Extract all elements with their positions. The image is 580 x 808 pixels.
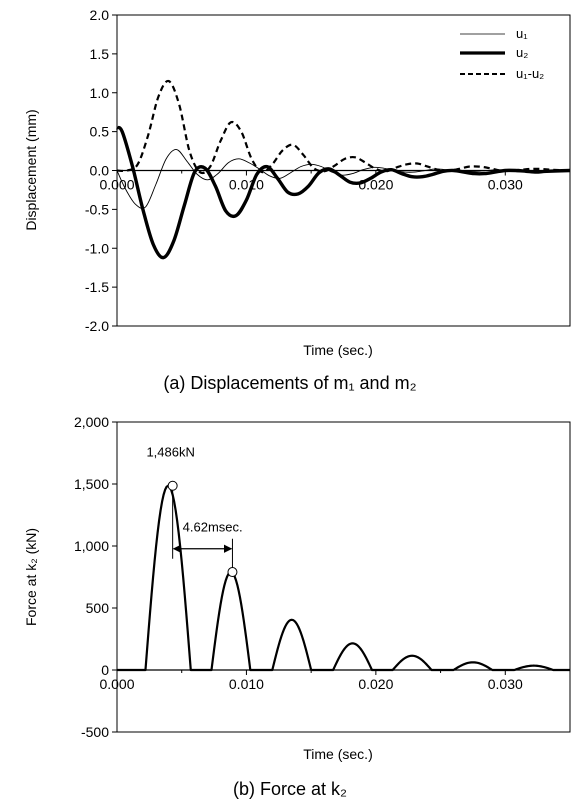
series-line-u1-minus-u2 — [116, 79, 571, 175]
x-tick-label: 0.020 — [358, 177, 393, 193]
y-axis-label-a: Displacement (mm) — [23, 109, 39, 230]
peak-marker-1 — [167, 480, 178, 491]
plot-area-b — [116, 421, 571, 733]
x-axis-label-b: Time (sec.) — [303, 746, 372, 762]
caption-b: (b) Force at k₂ — [233, 779, 347, 799]
y-tick-label: -1.0 — [85, 240, 109, 256]
displacement-chart: 2.0 1.5 1.0 0.5 0.0 -0.5 -1.0 -1.5 -2.0 0.000 0.0… — [23, 7, 571, 393]
y-ticks-b: 2,000 1,500 1,000 500 0 -500 — [74, 414, 117, 740]
series-group-a — [115, 79, 571, 260]
x-tick-label: 0.010 — [229, 177, 264, 193]
annotations-b: 1,486kN 4.62msec. — [146, 445, 243, 578]
legend-label-diff: u₁-u₂ — [516, 66, 544, 81]
peak-marker-2 — [227, 567, 238, 578]
x-axis-label-a: Time (sec.) — [303, 342, 372, 358]
y-tick-label: 0.0 — [90, 163, 110, 179]
peak-label: 1,486kN — [146, 445, 194, 460]
x-tick-label: 0.020 — [358, 676, 393, 692]
y-axis-label-b: Force at k₂ (kN) — [23, 528, 39, 626]
y-tick-label: 1,000 — [74, 538, 109, 554]
legend-label-u1: u₁ — [516, 26, 528, 41]
y-ticks-a: 2.0 1.5 1.0 0.5 0.0 -0.5 -1.0 -1.5 -2.0 — [85, 7, 117, 334]
y-tick-label: 1.5 — [90, 46, 110, 62]
x-tick-label: 0.000 — [99, 177, 134, 193]
y-tick-label: -0.5 — [85, 201, 109, 217]
caption-a: (a) Displacements of m₁ and m₂ — [163, 373, 416, 393]
y-tick-label: -1.5 — [85, 279, 109, 295]
interval-label: 4.62msec. — [183, 520, 243, 535]
y-tick-label: 500 — [86, 600, 110, 616]
x-tick-label: 0.030 — [488, 177, 523, 193]
series-line-force — [117, 484, 570, 672]
legend-a: u₁ u₂ u₁-u₂ — [460, 26, 544, 81]
y-tick-label: -500 — [81, 724, 109, 740]
y-tick-label: 2.0 — [90, 7, 110, 23]
y-tick-label: 0 — [101, 662, 109, 678]
y-tick-label: 2,000 — [74, 414, 109, 430]
y-tick-label: 1.0 — [90, 85, 110, 101]
series-line-u2 — [115, 125, 571, 260]
x-tick-label: 0.010 — [229, 676, 264, 692]
y-tick-label: -2.0 — [85, 318, 109, 334]
x-tick-label: 0.000 — [99, 676, 134, 692]
y-tick-label: 0.5 — [90, 124, 110, 140]
x-ticks-b: 0.000 0.010 0.020 0.030 — [99, 670, 523, 692]
legend-label-u2: u₂ — [516, 45, 528, 60]
x-tick-label: 0.030 — [488, 676, 523, 692]
y-tick-label: 1,500 — [74, 476, 109, 492]
